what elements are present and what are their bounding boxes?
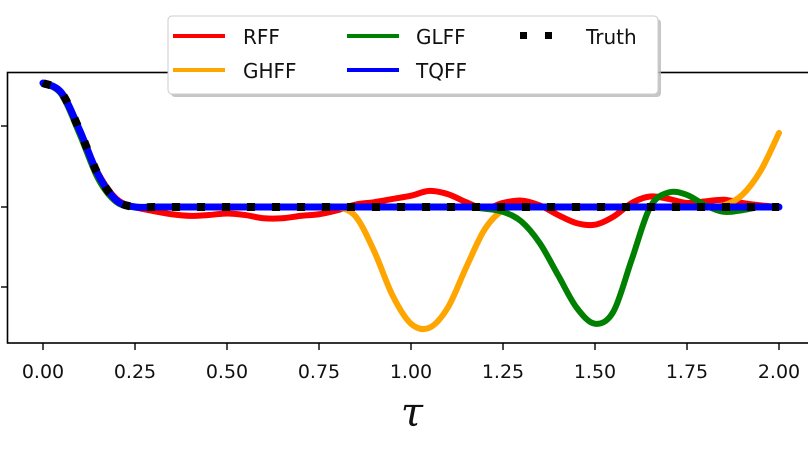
legend-label-ghff: GHFF <box>243 59 297 83</box>
legend-label-glff: GLFF <box>416 25 466 49</box>
x-tick-label: 0.75 <box>298 361 340 383</box>
x-tick-label: 0.50 <box>206 361 248 383</box>
legend-item-rff: RFF <box>173 25 280 49</box>
series-layer <box>39 79 783 333</box>
x-axis: 0.00 0.25 0.50 0.75 1.00 1.25 1.50 1.75 2.00 <box>22 343 800 383</box>
legend-item-ghff: GHFF <box>173 59 297 83</box>
x-tick-label: 2.00 <box>758 361 800 383</box>
x-tick-label: 1.50 <box>574 361 616 383</box>
legend: RFF GHFF GLFF TQFF Truth <box>167 15 661 97</box>
legend-label-rff: RFF <box>243 25 280 49</box>
x-tick-label: 1.25 <box>482 361 524 383</box>
legend-marker-truth <box>545 32 552 39</box>
x-tick-label: 1.00 <box>390 361 432 383</box>
legend-item-tqff: TQFF <box>347 59 467 83</box>
x-tick-label: 1.75 <box>666 361 708 383</box>
x-tick-label: 0.25 <box>114 361 156 383</box>
legend-marker-truth <box>520 32 527 39</box>
series-line-tqff <box>39 79 783 211</box>
legend-label-tqff: TQFF <box>415 59 467 83</box>
x-tick-label: 0.00 <box>22 361 64 383</box>
legend-item-glff: GLFF <box>347 25 466 49</box>
x-axis-label: τ <box>401 390 424 436</box>
legend-box <box>167 15 659 95</box>
y-axis <box>1 125 8 288</box>
legend-item-truth: Truth <box>520 25 637 49</box>
legend-label-truth: Truth <box>585 25 637 49</box>
